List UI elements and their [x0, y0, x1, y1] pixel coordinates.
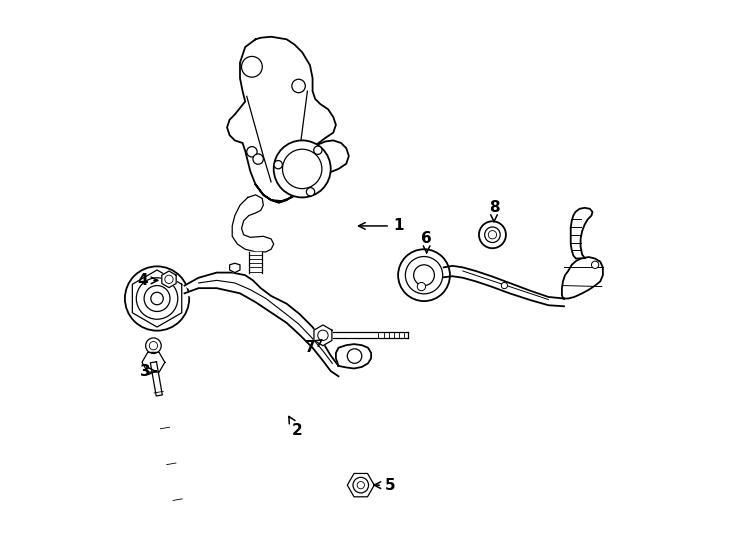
Polygon shape [184, 273, 338, 376]
Text: 1: 1 [358, 219, 404, 233]
Polygon shape [314, 325, 332, 346]
Circle shape [253, 154, 264, 164]
Circle shape [353, 477, 368, 493]
Polygon shape [444, 266, 564, 306]
Circle shape [283, 149, 322, 188]
Circle shape [398, 249, 450, 301]
Circle shape [418, 282, 426, 291]
Circle shape [125, 266, 189, 330]
Circle shape [414, 265, 435, 286]
Circle shape [313, 146, 322, 154]
Circle shape [488, 231, 497, 239]
Circle shape [149, 341, 158, 350]
Polygon shape [132, 270, 182, 327]
Polygon shape [347, 474, 374, 497]
Circle shape [165, 275, 173, 284]
Circle shape [347, 349, 362, 363]
Polygon shape [230, 264, 240, 273]
Text: 4: 4 [138, 273, 158, 288]
Circle shape [137, 278, 178, 319]
Circle shape [144, 286, 170, 312]
Text: 5: 5 [374, 478, 396, 492]
Circle shape [274, 140, 331, 198]
Polygon shape [150, 362, 162, 396]
Text: 2: 2 [289, 416, 302, 438]
Polygon shape [255, 140, 349, 202]
Circle shape [247, 147, 257, 157]
Circle shape [484, 227, 501, 242]
Text: 7: 7 [305, 340, 321, 355]
Circle shape [306, 188, 315, 196]
Circle shape [592, 261, 599, 268]
Circle shape [318, 330, 328, 341]
Polygon shape [562, 257, 603, 299]
Polygon shape [333, 332, 409, 339]
Circle shape [405, 256, 443, 294]
Polygon shape [142, 353, 165, 372]
Text: 6: 6 [421, 232, 432, 253]
Polygon shape [336, 344, 371, 368]
Circle shape [145, 338, 161, 354]
Circle shape [357, 482, 364, 489]
Circle shape [274, 160, 283, 169]
Polygon shape [161, 271, 176, 288]
Circle shape [501, 282, 507, 289]
Polygon shape [227, 37, 336, 202]
Circle shape [150, 292, 163, 305]
Text: 3: 3 [139, 363, 156, 379]
Circle shape [292, 79, 305, 93]
Polygon shape [249, 252, 262, 273]
Circle shape [241, 56, 262, 77]
Circle shape [479, 221, 506, 248]
Polygon shape [232, 195, 274, 252]
Polygon shape [571, 208, 592, 259]
Text: 8: 8 [489, 200, 499, 221]
